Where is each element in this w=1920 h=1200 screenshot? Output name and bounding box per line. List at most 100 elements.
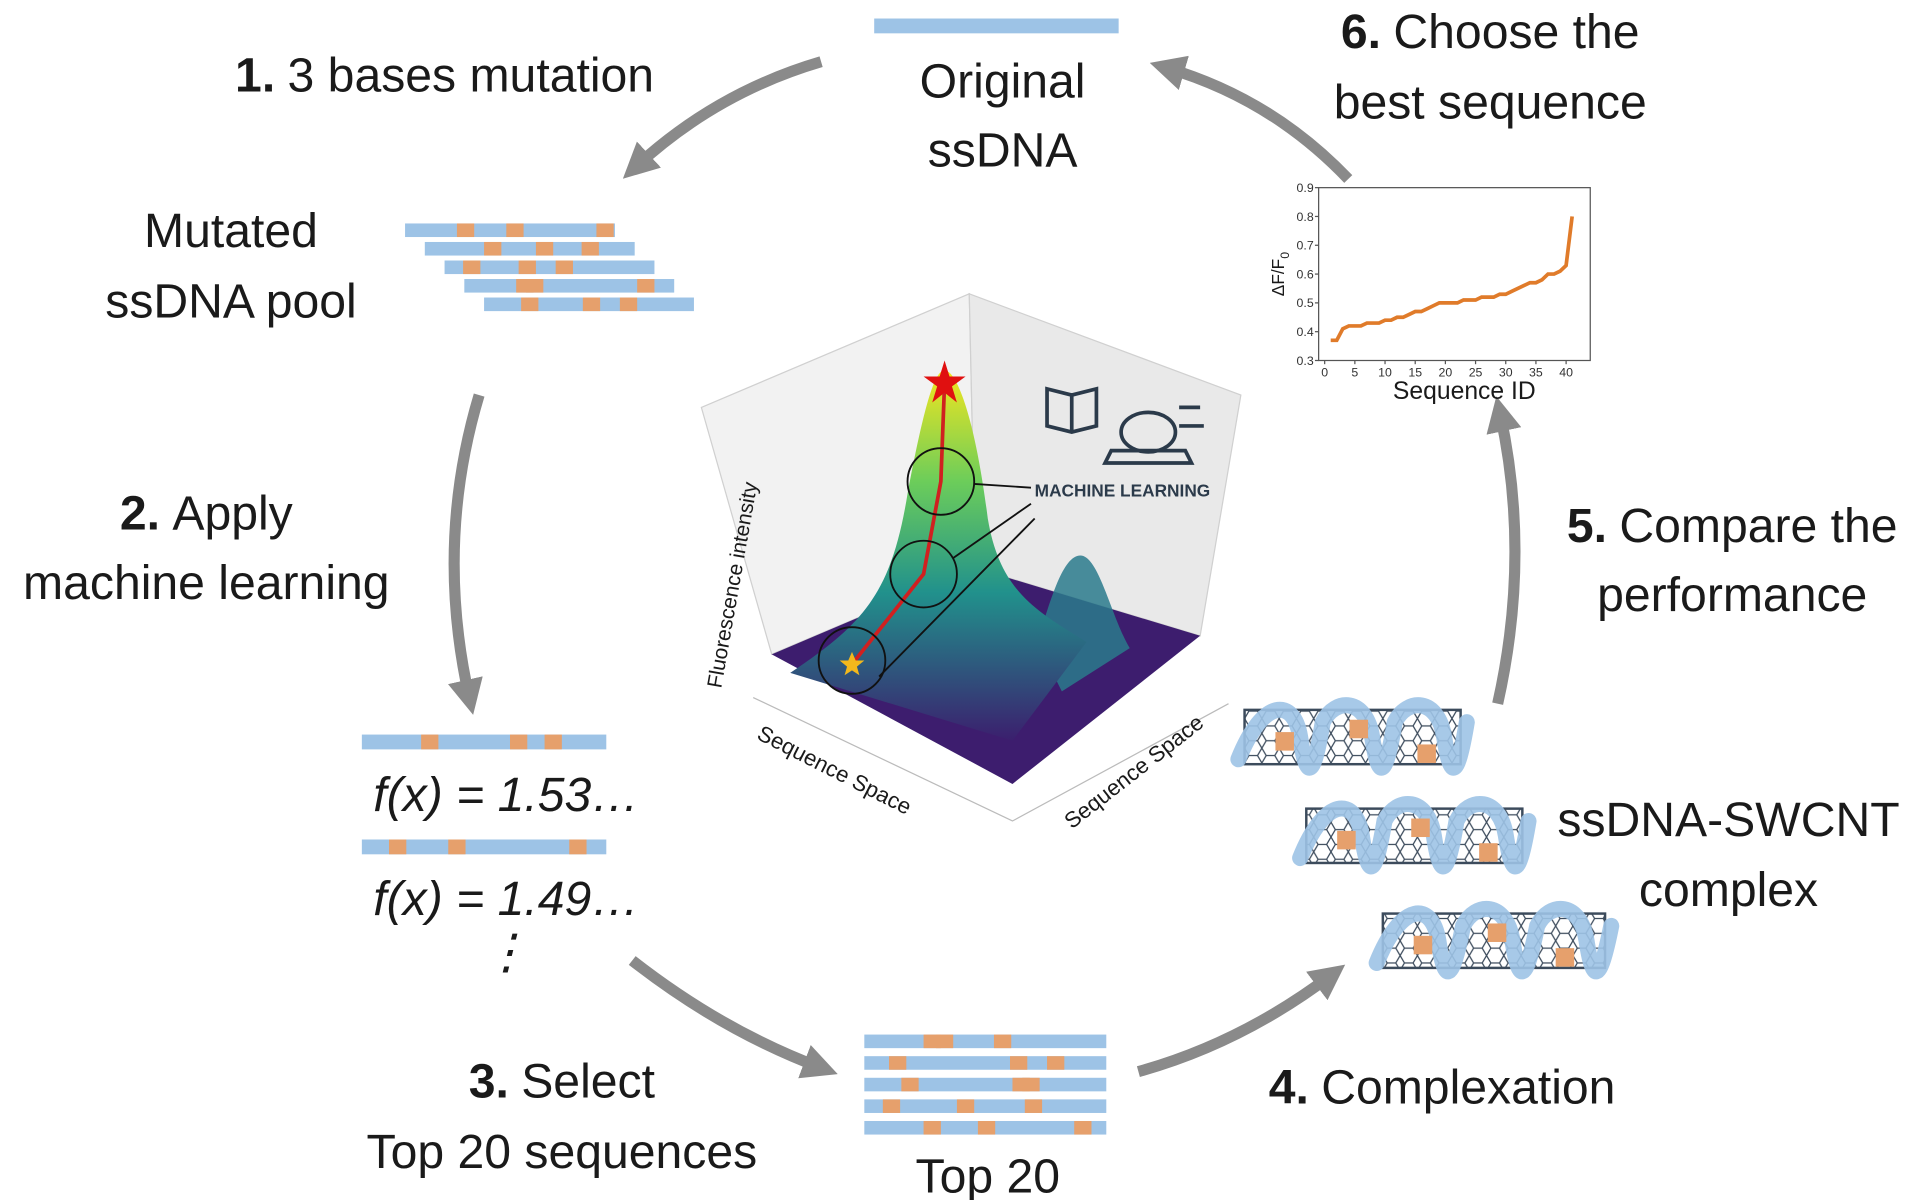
original-label: Original: [920, 55, 1086, 109]
mutation: [544, 734, 562, 750]
y-axis-label-sub: 0: [1278, 252, 1292, 259]
step-label: machine learning: [23, 556, 390, 610]
step-text: Top 20 sequences: [367, 1125, 758, 1179]
step-label: 5. Compare the: [1567, 499, 1898, 553]
step-label: performance: [1597, 568, 1867, 622]
laptop: [1102, 448, 1195, 465]
y-tick-label: 0.5: [1297, 296, 1314, 310]
ssdna: [874, 18, 1119, 34]
mutation: [582, 297, 601, 312]
step-number: 6.: [1341, 5, 1381, 59]
ssdna: [361, 734, 607, 750]
pointer: [952, 502, 1032, 559]
x-tick-label: 0: [1321, 366, 1328, 380]
original-label: ssDNA: [928, 124, 1078, 178]
mutation: [1487, 923, 1507, 942]
mutation: [977, 1120, 996, 1135]
ssdna: [864, 1077, 1107, 1092]
x-tick-label: 15: [1408, 366, 1422, 380]
ssdna: [864, 1099, 1107, 1113]
y-tick-label: 0.9: [1297, 181, 1314, 195]
ssdna: [864, 1056, 1107, 1070]
scores-label: f(x) = 1.53…: [373, 768, 639, 822]
step-text: machine learning: [23, 556, 390, 610]
ssdna: [444, 260, 655, 275]
mutation: [882, 1099, 901, 1113]
mutation: [1337, 830, 1356, 850]
pointer: [974, 483, 1032, 489]
landscape-3d: MACHINE LEARNING Fluorescence intensity …: [700, 292, 1242, 834]
mutation: [463, 260, 481, 275]
labels: 1. 3 bases mutation 2. Apply machine learnin…: [23, 5, 1900, 1200]
ssdna-wrap: [1230, 697, 1475, 776]
step-label: 3. Select: [469, 1055, 656, 1109]
step-number: 3.: [469, 1055, 509, 1109]
x-tick-label: 10: [1378, 366, 1392, 380]
cycle-arrows: [448, 55, 1522, 1079]
mutation: [993, 1034, 1012, 1049]
mutation: [1417, 744, 1436, 763]
mutation: [1411, 818, 1430, 838]
complex-label: complex: [1639, 863, 1818, 917]
y-tick-label: 0.4: [1297, 325, 1314, 339]
star-start: [839, 651, 865, 676]
pointer: [878, 517, 1036, 678]
mutation: [901, 1077, 919, 1092]
mutation: [1555, 948, 1575, 967]
mutation: [521, 297, 539, 312]
arrow: [1136, 964, 1346, 1077]
mutation: [389, 839, 407, 855]
top20-label: Top 20: [916, 1150, 1060, 1200]
mutation: [923, 1120, 941, 1135]
step-label: 6. Choose the: [1341, 5, 1640, 59]
pool-label: ssDNA pool: [105, 274, 356, 328]
ssdna: [424, 241, 635, 256]
x-tick-label: 5: [1351, 366, 1358, 380]
step-text: Choose the: [1393, 5, 1639, 59]
mutation: [935, 1034, 954, 1049]
ssdna-wrap: [1292, 796, 1537, 875]
x-tick-label: 20: [1439, 366, 1453, 380]
plot-frame: [1318, 187, 1591, 362]
y-tick-label: 0.8: [1297, 210, 1314, 224]
mutation: [1074, 1120, 1092, 1135]
step-text: Apply: [172, 487, 292, 541]
mutation: [956, 1099, 975, 1113]
arrow: [1149, 55, 1353, 183]
step-number: 1.: [235, 48, 275, 102]
arrow: [622, 56, 823, 179]
step-circle: [817, 626, 887, 695]
ssdna-wrap: [1368, 901, 1620, 980]
x-tick-label: 25: [1469, 366, 1483, 380]
step-text: 3 bases mutation: [288, 48, 655, 102]
series-line: [1330, 216, 1574, 343]
step-text: Compare the: [1619, 499, 1897, 553]
mutation: [1275, 732, 1294, 751]
y-axis-label: ΔF/F0: [1268, 252, 1292, 296]
scores-label: ⋮: [482, 925, 530, 979]
mutation: [889, 1056, 907, 1070]
step-text: performance: [1597, 568, 1867, 622]
step-number: 5.: [1567, 499, 1607, 553]
mutation: [1022, 1077, 1040, 1092]
y-tick-label: 0.7: [1297, 239, 1314, 253]
nanotubes: [1230, 697, 1620, 980]
mutation: [581, 241, 599, 256]
badge: MACHINE LEARNING: [1035, 480, 1211, 500]
search-path: [850, 382, 947, 666]
x-tick-label: 30: [1499, 366, 1513, 380]
mutation: [1024, 1099, 1043, 1113]
ssdna: [361, 839, 607, 855]
step-number: 2.: [120, 487, 160, 541]
mutation: [1479, 843, 1498, 862]
mutation: [448, 839, 466, 855]
mutation: [421, 734, 439, 750]
complex-label: ssDNA-SWCNT: [1557, 793, 1899, 847]
step-label: 2. Apply: [120, 487, 293, 541]
mutation: [555, 260, 573, 275]
mutation: [1413, 935, 1433, 955]
x-axis-label: Sequence ID: [1393, 378, 1536, 405]
mutation: [518, 260, 536, 275]
mutation: [456, 223, 475, 238]
